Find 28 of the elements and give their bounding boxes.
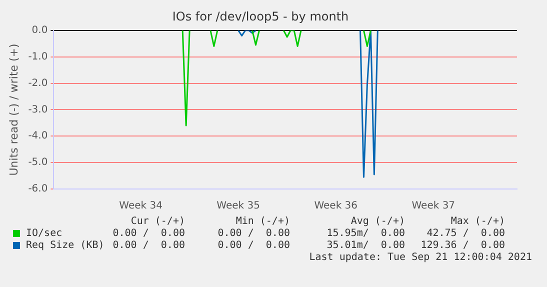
x-tick-label: Week 37 [412,200,456,212]
text: 0.00 / 0.00 [112,228,185,239]
y-axis-title: Units read (-) / write (+) [7,44,20,176]
text: Max (-/+) [450,216,505,227]
text: Avg (-/+) [350,216,405,227]
x-tick-label: Week 36 [314,200,358,212]
text: 129.36 / 0.00 [420,240,505,251]
x-tick-label: Week 35 [216,200,260,212]
text: Cur (-/+) [130,216,185,227]
text: 42.75 / 0.00 [426,228,505,239]
y-tick-label: 0.0 [32,24,48,36]
text: 0.00 / 0.00 [218,240,290,251]
y-tick-label: -5.0 [28,157,48,168]
text: Min (-/+) [236,216,290,227]
text: 0.00 / 0.00 [218,228,290,239]
y-tick-label: -1.0 [28,51,48,62]
y-tick-label: -4.0 [28,130,48,142]
text: 0.00 / 0.00 [112,240,185,251]
legend-label: IO/sec [26,228,62,240]
y-tick-label: -6.0 [28,184,48,195]
chart-title: IOs for /dev/loop5 - by month [172,9,349,24]
text: 15.95m/ 0.00 [326,228,405,239]
legend-label: Req Size (KB) [26,240,104,252]
text: 35.01m/ 0.00 [326,240,405,251]
text: Last update: Tue Sep 21 12:00:04 2021 [309,252,532,263]
y-tick-label: -2.0 [28,78,48,89]
y-tick-label: -3.0 [28,104,48,116]
x-tick-label: Week 34 [119,200,162,212]
